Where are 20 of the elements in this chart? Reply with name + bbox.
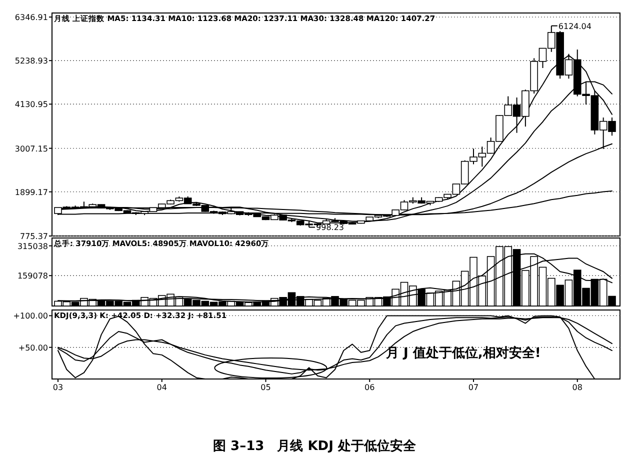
x-tick-label: 06 — [364, 383, 375, 392]
x-tick-label: 07 — [468, 383, 479, 392]
annotation: 月 J 值处于低位,相对安全! — [385, 345, 541, 361]
y-tick-label: +50.00 — [18, 343, 48, 352]
y-tick-label: 315038 — [17, 242, 48, 251]
x-tick-label: 05 — [260, 383, 271, 392]
y-tick-label: 4130.95 — [14, 100, 48, 110]
y-tick-label: 6346.91 — [14, 13, 48, 22]
y-tick-label: +100.00 — [13, 312, 48, 321]
y-tick-label: 3007.15 — [14, 144, 48, 154]
caption: 图 3–13 月线 KDJ 处于低位安全 — [213, 438, 417, 454]
x-tick-label: 03 — [52, 383, 64, 392]
y-tick-label: 159078 — [17, 272, 48, 281]
y-tick-label: 5238.93 — [14, 56, 48, 66]
annotation: 6124.04 — [558, 22, 592, 31]
x-tick-label: 04 — [156, 383, 167, 392]
annotation: 998.23 — [316, 223, 344, 232]
y-tick-label: 775.37 — [20, 232, 48, 241]
y-tick-label: 1899.17 — [14, 188, 48, 197]
x-tick-label: 08 — [572, 383, 582, 392]
